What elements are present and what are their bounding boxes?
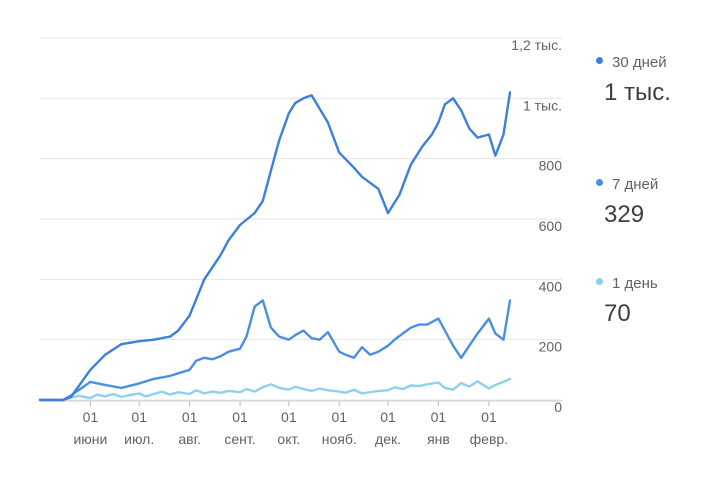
x-tick-day: 01	[182, 409, 198, 425]
series-line	[38, 377, 512, 402]
legend-value: 329	[604, 201, 645, 228]
y-tick-label: 600	[539, 218, 563, 234]
x-tick-day: 01	[131, 409, 147, 425]
legend-dot-icon	[596, 179, 603, 186]
x-tick-day: 01	[232, 409, 248, 425]
legend-dot-icon	[596, 278, 603, 285]
x-tick-day: 01	[331, 409, 347, 425]
x-tick-month: февр.	[470, 431, 508, 447]
x-tick-month: авг.	[178, 431, 201, 447]
legend-entry-30d[interactable]: 30 дней 1 тыс.	[596, 51, 720, 107]
legend-dot-icon	[596, 57, 603, 64]
x-tick-month: июл.	[124, 431, 154, 447]
series-line	[38, 299, 512, 402]
x-tick-month: сент.	[224, 431, 255, 447]
y-tick-label: 1 тыс.	[523, 97, 562, 113]
x-tick-month: июни	[73, 431, 107, 447]
legend-value: 1 тыс.	[604, 79, 671, 106]
y-tick-label: 0	[554, 399, 562, 415]
y-tick-label: 200	[539, 339, 563, 355]
x-tick-month: нояб.	[322, 431, 357, 447]
line-chart: 0 200 400 600 800 1 тыс. 1,2 тыс. 01 июни 01 июл. 0…	[38, 37, 563, 447]
legend-label: 30 дней	[612, 54, 667, 71]
legend-entry-7d[interactable]: 7 дней 329	[596, 173, 720, 229]
chart-canvas: 0 200 400 600 800 1 тыс. 1,2 тыс. 01 июни 01 июл. 0…	[38, 37, 563, 447]
y-tick-label: 400	[539, 278, 563, 294]
x-tick-day: 01	[380, 409, 396, 425]
x-tick-month: дек.	[375, 431, 401, 447]
legend-label: 1 день	[612, 275, 658, 292]
x-tick-month: окт.	[277, 431, 300, 447]
y-tick-label: 1,2 тыс.	[511, 37, 562, 53]
y-tick-label: 800	[539, 158, 563, 174]
legend-entry-1d[interactable]: 1 день 70	[596, 272, 720, 328]
chart-legend: 30 дней 1 тыс. 7 дней 329 1 день 70	[596, 0, 720, 480]
series-line	[38, 91, 512, 402]
legend-value: 70	[604, 300, 631, 327]
x-tick-day: 01	[83, 409, 99, 425]
x-tick-day: 01	[431, 409, 447, 425]
x-tick-month: янв	[427, 431, 450, 447]
x-tick-day: 01	[481, 409, 497, 425]
legend-label: 7 дней	[612, 176, 659, 193]
x-tick-day: 01	[281, 409, 297, 425]
